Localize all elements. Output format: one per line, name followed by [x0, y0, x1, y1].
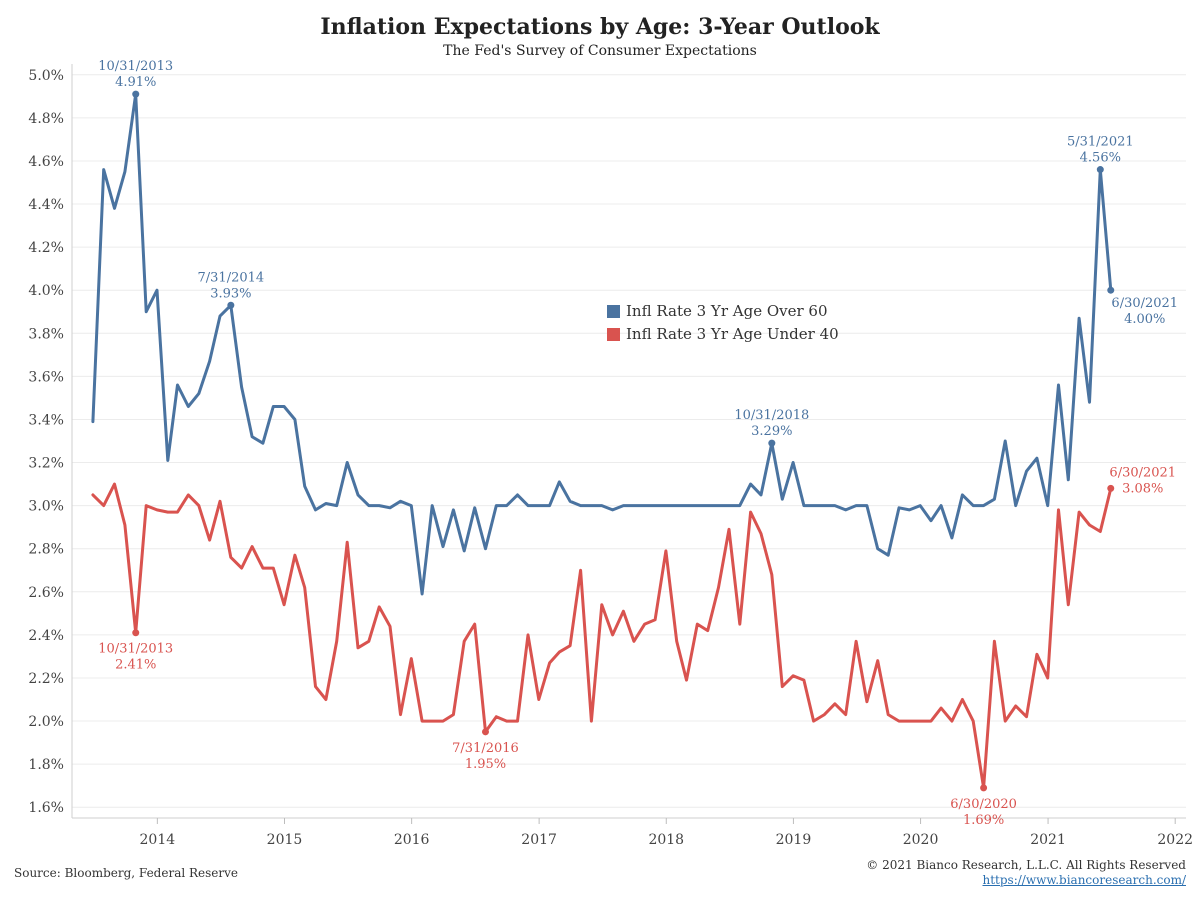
x-tick-label: 2018 [648, 832, 684, 848]
annotation-marker [1096, 166, 1104, 174]
y-tick-label: 4.8% [28, 111, 64, 127]
annotation-date: 6/30/2021 [1111, 296, 1178, 311]
annotation-value: 3.93% [210, 286, 251, 301]
annotation-marker [132, 629, 140, 637]
x-tick-label: 2019 [776, 832, 812, 848]
y-tick-label: 3.6% [28, 369, 64, 385]
x-tick-label: 2014 [140, 832, 176, 848]
chart-title: Inflation Expectations by Age: 3-Year Ou… [320, 14, 880, 40]
legend-swatch-under-40 [607, 328, 620, 341]
y-tick-label: 5.0% [28, 68, 64, 84]
y-tick-label: 4.2% [28, 240, 64, 256]
y-tick-label: 2.8% [28, 542, 64, 558]
y-tick-label: 2.6% [28, 585, 64, 601]
legend-label-under-40: Infl Rate 3 Yr Age Under 40 [626, 325, 839, 343]
y-tick-label: 3.2% [28, 456, 64, 472]
annotation-value: 3.29% [751, 424, 792, 439]
annotation-value: 4.00% [1124, 312, 1165, 327]
annotation-date: 10/31/2013 [98, 59, 173, 74]
y-tick-label: 4.4% [28, 197, 64, 213]
annotation-value: 3.08% [1122, 481, 1163, 496]
website-link[interactable]: https://www.biancoresearch.com/ [982, 873, 1186, 887]
annotation-marker [481, 728, 489, 736]
annotation-date: 6/30/2021 [1109, 465, 1176, 480]
series-line-under-40 [91, 482, 1113, 790]
y-tick-label: 2.2% [28, 671, 64, 687]
legend-item-over-60: Infl Rate 3 Yr Age Over 60 [607, 300, 839, 323]
annotation-marker [227, 301, 235, 309]
y-tick-label: 1.6% [28, 800, 64, 816]
y-tick-label: 3.4% [28, 412, 64, 428]
annotation-date: 6/30/2020 [950, 797, 1017, 812]
annotation-marker [768, 439, 776, 447]
y-tick-label: 4.6% [28, 154, 64, 170]
source-note: Source: Bloomberg, Federal Reserve [14, 866, 239, 880]
x-tick-label: 2021 [1030, 832, 1066, 848]
annotation-marker [132, 90, 140, 98]
annotation-value: 2.41% [115, 658, 156, 673]
x-tick-label: 2015 [267, 832, 303, 848]
legend-swatch-over-60 [607, 305, 620, 318]
y-tick-label: 3.0% [28, 499, 64, 515]
legend-label-over-60: Infl Rate 3 Yr Age Over 60 [626, 302, 828, 320]
annotation-marker [1107, 286, 1115, 294]
annotation-value: 1.95% [465, 757, 506, 772]
annotation-date: 10/31/2013 [98, 642, 173, 657]
copyright-text: © 2021 Bianco Research, L.L.C. All Right… [866, 858, 1186, 872]
chart-subtitle: The Fed's Survey of Consumer Expectation… [443, 43, 757, 59]
annotation-marker [980, 784, 988, 792]
annotation-date: 10/31/2018 [734, 408, 809, 423]
y-tick-label: 1.8% [28, 757, 64, 773]
annotation-value: 4.56% [1080, 151, 1121, 166]
y-tick-label: 3.8% [28, 326, 64, 342]
chart-legend: Infl Rate 3 Yr Age Over 60 Infl Rate 3 Y… [607, 300, 839, 346]
legend-item-under-40: Infl Rate 3 Yr Age Under 40 [607, 323, 839, 346]
x-tick-label: 2022 [1157, 832, 1193, 848]
annotation-marker [1107, 484, 1115, 492]
x-tick-label: 2017 [521, 832, 557, 848]
copyright-block: © 2021 Bianco Research, L.L.C. All Right… [866, 858, 1186, 888]
y-tick-label: 2.4% [28, 628, 64, 644]
annotation-value: 1.69% [963, 813, 1004, 828]
series-line-over-60 [91, 92, 1113, 596]
y-tick-label: 4.0% [28, 283, 64, 299]
annotation-date: 5/31/2021 [1067, 135, 1134, 150]
annotation-date: 7/31/2016 [452, 741, 519, 756]
y-tick-label: 2.0% [28, 714, 64, 730]
x-tick-label: 2016 [394, 832, 430, 848]
annotation-value: 4.91% [115, 75, 156, 90]
x-tick-label: 2020 [903, 832, 939, 848]
annotation-date: 7/31/2014 [198, 270, 265, 285]
